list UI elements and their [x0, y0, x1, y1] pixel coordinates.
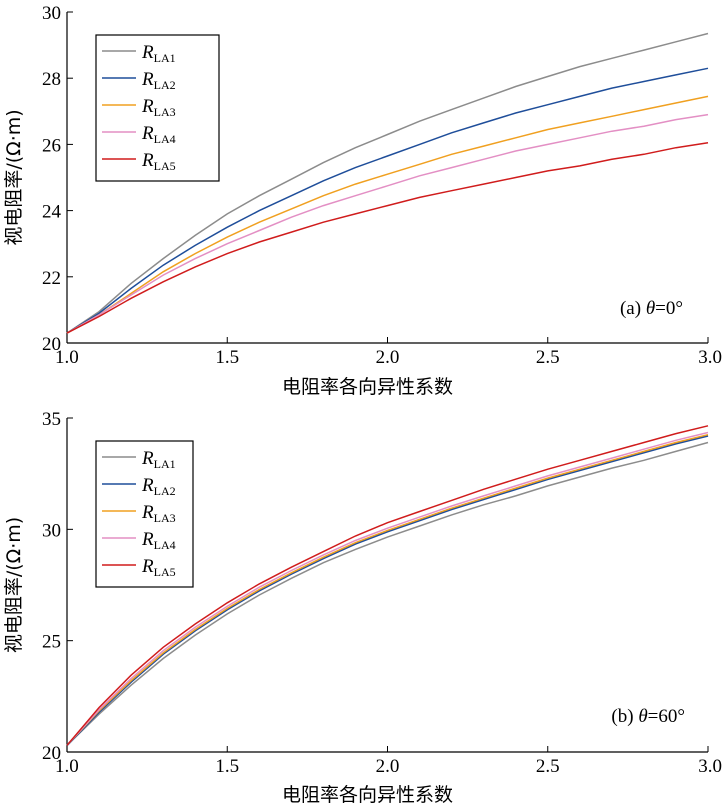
chart1-series-line-la5 [66, 141, 709, 334]
chart1-y-tick-label: 30 [42, 3, 61, 24]
chart1-x-axis-title: 电阻率各向异性系数 [282, 376, 453, 398]
chart2-series-line-la1 [66, 441, 709, 746]
chart1-x-tick-label: 3.0 [698, 347, 722, 368]
chart1-y-tick-label: 28 [42, 69, 61, 90]
chart2-x-tick-label: 3.0 [698, 756, 722, 777]
chart2-y-axis-title: 视电阻率/(Ω·m) [3, 517, 25, 653]
chart2-legend-entry: RLA4 [141, 529, 176, 552]
chart1-legend-entry: RLA2 [141, 69, 176, 92]
chart2-legend-box [95, 440, 194, 588]
chart1-series-line-la4 [66, 113, 709, 334]
chart2-y-tick-label: 30 [42, 520, 61, 541]
chart1-legend-box [95, 34, 220, 182]
chart2-x-tick-label: 2.0 [376, 756, 400, 777]
chart2-legend: RLA1 RLA2 RLA3 RLA4 RLA5 [95, 440, 194, 588]
chart1-legend-entry: RLA4 [141, 123, 176, 146]
chart1-x-tick-label: 1.5 [215, 347, 239, 368]
chart2-annotation: (b) θ=60° [611, 706, 685, 727]
chart1-x-tick-label: 1.0 [55, 347, 79, 368]
chart1-y-tick-label: 22 [42, 268, 61, 289]
chart1-series-line-la3 [66, 95, 709, 334]
chart2-x-tick-label: 1.0 [55, 756, 79, 777]
chart2-y-tick-label: 25 [42, 632, 61, 653]
chart2-plot: 1.0 1.5 2.0 2.5 3.0 20 25 30 35 电阻率各向异性系数 视电阻率/(Ω·… [3, 409, 722, 806]
chart1-legend: RLA1 RLA2 RLA3 RLA4 RLA5 [95, 34, 220, 182]
chart2-x-tick-label: 2.5 [536, 756, 560, 777]
chart1-y-tick-label: 26 [42, 135, 61, 156]
chart1-legend-entry: RLA5 [141, 150, 176, 173]
chart1-x-tick-label: 2.0 [376, 347, 400, 368]
chart2-x-tick-label: 1.5 [215, 756, 239, 777]
chart1-legend-entry: RLA1 [141, 42, 176, 65]
chart1-y-axis-title: 视电阻率/(Ω·m) [3, 109, 25, 245]
chart1-y-tick-label: 20 [42, 334, 61, 355]
chart2-x-axis-title: 电阻率各向异性系数 [282, 784, 453, 806]
chart1-series-line-la2 [66, 67, 709, 334]
chart2-legend-entry: RLA3 [141, 502, 176, 525]
chart1-legend-entry: RLA3 [141, 96, 176, 119]
chart1-plot: 1.0 1.5 2.0 2.5 3.0 20 22 24 26 28 30 电阻率各向异性系数 视电阻率… [3, 3, 722, 398]
chart2-y-tick-label: 35 [42, 409, 61, 430]
chart1-x-tick-label: 2.5 [536, 347, 560, 368]
chart2-y-tick-label: 20 [42, 743, 61, 764]
chart2-series-line-la5 [66, 425, 709, 746]
chart2-series-line-la2 [66, 434, 709, 746]
chart2-legend-entry: RLA1 [141, 448, 176, 471]
chart1-annotation: (a) θ=0° [620, 298, 683, 319]
chart2-legend-entry: RLA5 [141, 556, 176, 579]
chart2-legend-entry: RLA2 [141, 475, 176, 498]
chart1-y-tick-label: 24 [42, 202, 62, 223]
chart2-series-line-la4 [66, 431, 709, 746]
chart2-series-line-la3 [66, 433, 709, 746]
chart1-series-line-la1 [66, 32, 709, 334]
